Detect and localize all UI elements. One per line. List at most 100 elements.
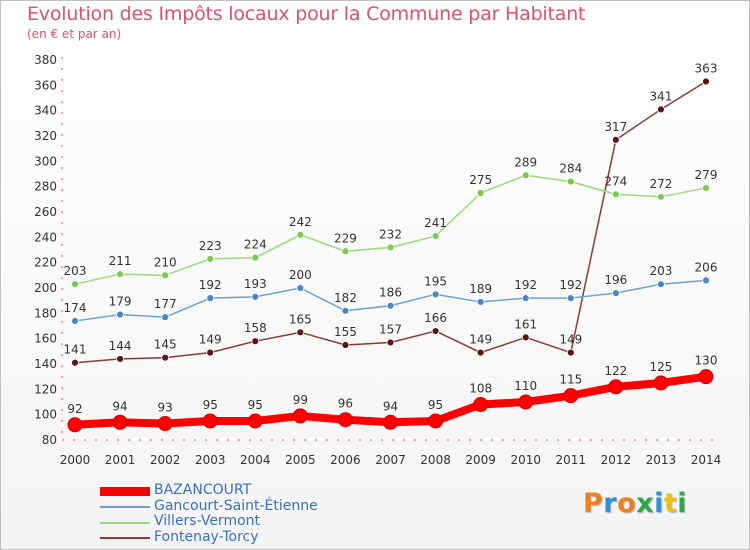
data-point: [521, 171, 530, 180]
data-label: 115: [559, 373, 582, 387]
data-label: 158: [244, 321, 267, 335]
data-label: 189: [469, 282, 492, 296]
data-label: 149: [559, 333, 582, 347]
data-label: 206: [695, 260, 718, 274]
data-label: 165: [289, 312, 312, 326]
x-tick-label: 2000: [60, 453, 91, 467]
data-point: [698, 369, 714, 385]
x-tick-label: 2004: [240, 453, 271, 467]
x-tick-label: 2010: [510, 453, 541, 467]
y-tick-label: 360: [34, 78, 57, 92]
data-point: [337, 412, 353, 428]
legend-swatch: [100, 506, 150, 509]
data-label: 94: [112, 399, 127, 413]
y-tick-label: 280: [34, 180, 57, 194]
legend-label: Fontenay-Torcy: [154, 528, 259, 545]
data-label: 193: [244, 277, 267, 291]
data-point: [611, 190, 620, 199]
data-label: 95: [428, 398, 443, 412]
x-tick-label: 2012: [601, 453, 632, 467]
data-point: [431, 290, 440, 299]
data-point: [476, 298, 485, 306]
logo-letter: i: [677, 488, 688, 519]
data-point: [206, 254, 215, 263]
data-label: 155: [334, 325, 357, 339]
data-point: [383, 414, 398, 430]
data-label: 195: [424, 274, 447, 288]
data-point: [112, 414, 128, 430]
proxiti-logo: Proxiti: [583, 488, 687, 519]
data-point: [116, 355, 124, 363]
data-point: [206, 294, 215, 303]
data-label: 145: [154, 338, 177, 352]
data-point: [71, 317, 79, 325]
data-label: 229: [334, 231, 357, 245]
data-label: 289: [514, 155, 537, 169]
data-point: [428, 413, 444, 429]
logo-letter: r: [603, 488, 618, 519]
x-tick-label: 2011: [556, 453, 587, 467]
data-label: 192: [514, 278, 537, 292]
data-point: [657, 105, 665, 114]
data-label: 241: [424, 216, 447, 230]
data-label: 211: [109, 254, 132, 268]
data-point: [386, 243, 395, 252]
data-point: [476, 189, 485, 197]
data-label: 210: [154, 255, 177, 269]
data-label: 272: [649, 177, 672, 191]
data-point: [566, 177, 575, 186]
logo-letter: x: [636, 488, 655, 519]
data-label: 161: [514, 317, 537, 331]
data-point: [71, 358, 79, 367]
data-label: 223: [199, 239, 222, 253]
data-label: 94: [383, 399, 398, 413]
logo-letter: i: [654, 488, 664, 519]
y-tick-label: 340: [34, 104, 57, 118]
data-label: 108: [469, 382, 492, 396]
logo-letter: o: [617, 488, 637, 519]
y-tick-label: 80: [42, 433, 57, 447]
data-point: [341, 341, 350, 349]
data-label: 177: [154, 297, 177, 311]
data-point: [386, 338, 395, 347]
legend-swatch: [100, 521, 150, 524]
data-point: [611, 289, 620, 297]
data-point: [702, 77, 710, 86]
data-point: [296, 284, 305, 292]
data-label: 274: [604, 174, 627, 188]
data-point: [116, 270, 124, 278]
data-point: [71, 280, 79, 289]
y-tick-label: 240: [34, 230, 57, 244]
data-label: 284: [559, 162, 582, 176]
data-point: [161, 271, 170, 280]
data-label: 196: [604, 273, 627, 287]
y-tick-label: 380: [34, 53, 57, 67]
data-point: [611, 135, 620, 144]
data-point: [251, 292, 260, 301]
data-point: [157, 416, 173, 432]
data-label: 95: [203, 398, 218, 412]
data-label: 275: [469, 173, 492, 187]
x-tick-label: 2003: [195, 453, 226, 467]
data-point: [161, 353, 170, 362]
data-label: 203: [649, 264, 672, 278]
data-label: 179: [109, 295, 132, 309]
x-tick-label: 2009: [465, 453, 496, 467]
data-point: [251, 253, 260, 262]
data-label: 224: [244, 238, 267, 252]
data-label: 186: [379, 286, 402, 300]
data-label: 95: [248, 398, 263, 412]
logo-letter: P: [583, 488, 604, 519]
y-tick-label: 200: [34, 281, 57, 295]
x-tick-label: 2005: [285, 453, 316, 467]
data-point: [521, 294, 530, 303]
data-label: 141: [64, 343, 87, 357]
y-tick-label: 320: [34, 129, 57, 143]
data-label: 93: [158, 401, 173, 415]
data-label: 149: [469, 333, 492, 347]
data-point: [657, 280, 665, 289]
legend-label: Gancourt-Saint-Étienne: [154, 497, 318, 514]
data-point: [292, 408, 308, 424]
data-point: [296, 328, 305, 337]
